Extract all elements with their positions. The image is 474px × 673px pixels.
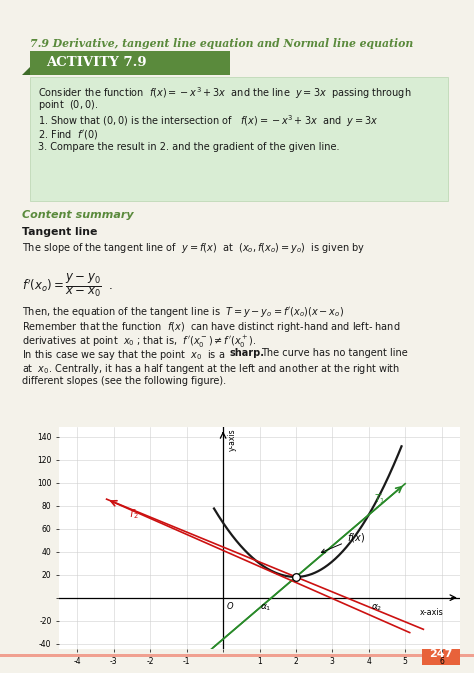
Text: 7.9 Derivative, tangent line equation and Normal line equation: 7.9 Derivative, tangent line equation an… xyxy=(30,38,413,49)
Text: derivatives at point  $x_0$ ; that is,  $f'(x_0^-) \neq f'(x_0^+)$.: derivatives at point $x_0$ ; that is, $f… xyxy=(22,334,257,350)
Text: y-axis: y-axis xyxy=(228,429,237,451)
Text: $T_2$: $T_2$ xyxy=(128,507,140,521)
Text: $\alpha_2$: $\alpha_2$ xyxy=(371,602,382,612)
Text: sharp.: sharp. xyxy=(230,348,265,358)
Text: $T_1$: $T_1$ xyxy=(374,492,386,506)
Bar xyxy=(30,51,230,75)
Text: x-axis: x-axis xyxy=(419,608,443,617)
Bar xyxy=(30,77,448,201)
Text: Content summary: Content summary xyxy=(22,210,134,220)
Polygon shape xyxy=(22,67,30,75)
Text: In this case we say that the point  $x_0$  is a: In this case we say that the point $x_0$… xyxy=(22,348,229,362)
Text: $f(x)$: $f(x)$ xyxy=(321,531,365,553)
Text: The curve has no tangent line: The curve has no tangent line xyxy=(261,348,408,358)
Text: The slope of the tangent line of  $y = f(x)$  at  $(x_o, f(x_o) = y_o)$  is give: The slope of the tangent line of $y = f(… xyxy=(22,241,365,255)
Text: 247: 247 xyxy=(429,649,453,659)
Text: $\alpha_1$: $\alpha_1$ xyxy=(259,602,271,612)
Text: ACTIVITY 7.9: ACTIVITY 7.9 xyxy=(46,57,146,69)
Text: different slopes (see the following figure).: different slopes (see the following figu… xyxy=(22,376,226,386)
Text: Consider the function  $f(x) = -x^3 + 3x$  and the line  $y = 3x$  passing throu: Consider the function $f(x) = -x^3 + 3x$… xyxy=(38,85,411,101)
Text: 1. Show that $(0,0)$ is the intersection of   $f(x) = -x^3 + 3x$  and  $y = 3x$: 1. Show that $(0,0)$ is the intersection… xyxy=(38,114,379,129)
Text: Tangent line: Tangent line xyxy=(22,227,97,237)
Bar xyxy=(0,654,474,657)
Text: Remember that the function  $f(x)$  can have distinct right-hand and left- hand: Remember that the function $f(x)$ can ha… xyxy=(22,320,401,334)
Text: 2. Find  $f'(0)$: 2. Find $f'(0)$ xyxy=(38,128,99,141)
Text: $f'(x_o) = \dfrac{y - y_0}{x - x_0}$  .: $f'(x_o) = \dfrac{y - y_0}{x - x_0}$ . xyxy=(22,272,113,299)
Text: $O$: $O$ xyxy=(226,600,234,611)
Text: 3. Compare the result in 2. and the gradient of the given line.: 3. Compare the result in 2. and the grad… xyxy=(38,142,339,152)
Text: at  $x_0$. Centrally, it has a half tangent at the left and another at the right: at $x_0$. Centrally, it has a half tange… xyxy=(22,362,400,376)
Bar xyxy=(422,643,460,665)
Text: Then, the equation of the tangent line is  $T = y - y_o = f'(x_o)(x - x_o)$: Then, the equation of the tangent line i… xyxy=(22,305,344,319)
Text: point  $(0,0)$.: point $(0,0)$. xyxy=(38,98,98,112)
